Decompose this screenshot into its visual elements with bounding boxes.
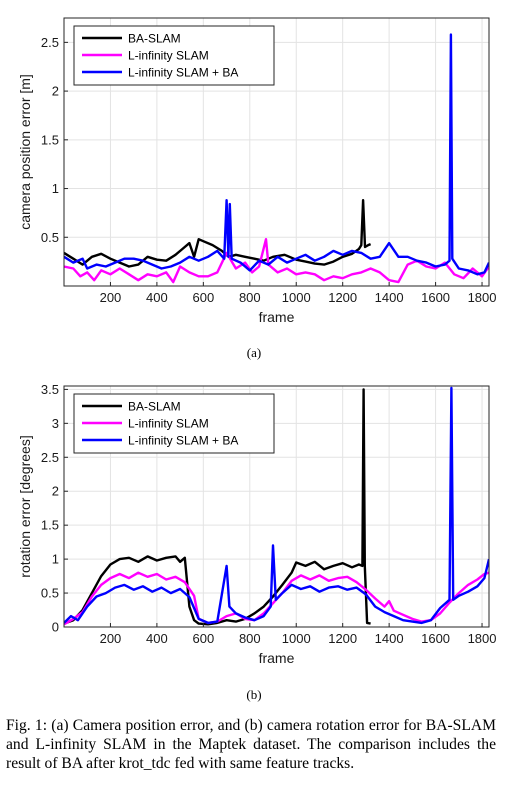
plot-area-frame (63, 17, 490, 287)
series-line-l-infinity-slam-ba (64, 33, 489, 276)
legend: BA-SLAM L-infinity SLAM L-infinity SLAM + … (73, 393, 275, 454)
figure-caption: Fig. 1: (a) Camera position error, and (… (6, 717, 496, 772)
y-tick-label: 2.5 (41, 35, 59, 50)
x-tick-label: 1400 (375, 631, 404, 646)
y-axis-label: rotation error [degrees] (17, 435, 33, 577)
y-tick-label: 3 (52, 416, 59, 431)
x-tick-label: 800 (239, 290, 261, 305)
x-tick-label: 400 (146, 290, 168, 305)
y-axis-label: camera position error [m] (17, 74, 33, 230)
x-tick-label: 1000 (282, 290, 311, 305)
subfigure-label-b: (b) (246, 687, 262, 702)
x-tick-label: 600 (192, 631, 214, 646)
y-tick-label: 1 (52, 552, 59, 567)
x-tick-label: 200 (100, 631, 122, 646)
x-tick-label: 1600 (421, 290, 450, 305)
x-tick-label: 400 (146, 631, 168, 646)
x-tick-label: 1800 (468, 290, 497, 305)
series-line-l-infinity-slam-ba (64, 386, 489, 625)
legend: BA-SLAM L-infinity SLAM L-infinity SLAM + … (73, 25, 275, 86)
x-tick-label: 600 (192, 290, 214, 305)
y-tick-label: 2 (52, 484, 59, 499)
x-tick-label: 1600 (421, 631, 450, 646)
legend-entry: BA-SLAM (128, 32, 181, 46)
y-tick-label: 2 (52, 84, 59, 99)
x-axis-label: frame (259, 309, 295, 325)
plot-area-frame (63, 385, 490, 628)
subfigure-label-a: (a) (246, 345, 262, 360)
x-tick-label: 800 (239, 631, 261, 646)
y-tick-label: 1.5 (41, 518, 59, 533)
chart-camera-position-error: 200 400 600 800 1000 1200 1400 1600 1800 0.5 1 1.5 2… (17, 17, 497, 325)
series-line-l-infinity-slam (64, 238, 489, 284)
x-tick-label: 1200 (328, 290, 357, 305)
x-tick-label: 1000 (282, 631, 311, 646)
series-line-ba-slam (64, 388, 371, 626)
chart-rotation-error: 200 400 600 800 1000 1200 1400 1600 1800 0 0.5 1 1.5… (17, 382, 497, 666)
x-axis-label: frame (259, 650, 295, 666)
grid (64, 18, 489, 286)
x-tick-label: 1800 (468, 631, 497, 646)
y-tick-label: 1.5 (41, 132, 59, 147)
x-tick-label: 1200 (328, 631, 357, 646)
y-tick-label: 0.5 (41, 586, 59, 601)
x-tick-label: 1400 (375, 290, 404, 305)
x-tick-label: 200 (100, 290, 122, 305)
y-tick-label: 2.5 (41, 450, 59, 465)
legend-entry: L-infinity SLAM (128, 49, 209, 63)
y-tick-label: 0 (52, 620, 59, 635)
y-tick-label: 0.5 (41, 230, 59, 245)
y-tick-label: 3.5 (41, 382, 59, 397)
legend-entry: BA-SLAM (128, 400, 181, 414)
legend-entry: L-infinity SLAM + BA (128, 66, 238, 80)
legend-entry: L-infinity SLAM (128, 417, 209, 431)
legend-entry: L-infinity SLAM + BA (128, 434, 238, 448)
y-tick-label: 1 (52, 181, 59, 196)
